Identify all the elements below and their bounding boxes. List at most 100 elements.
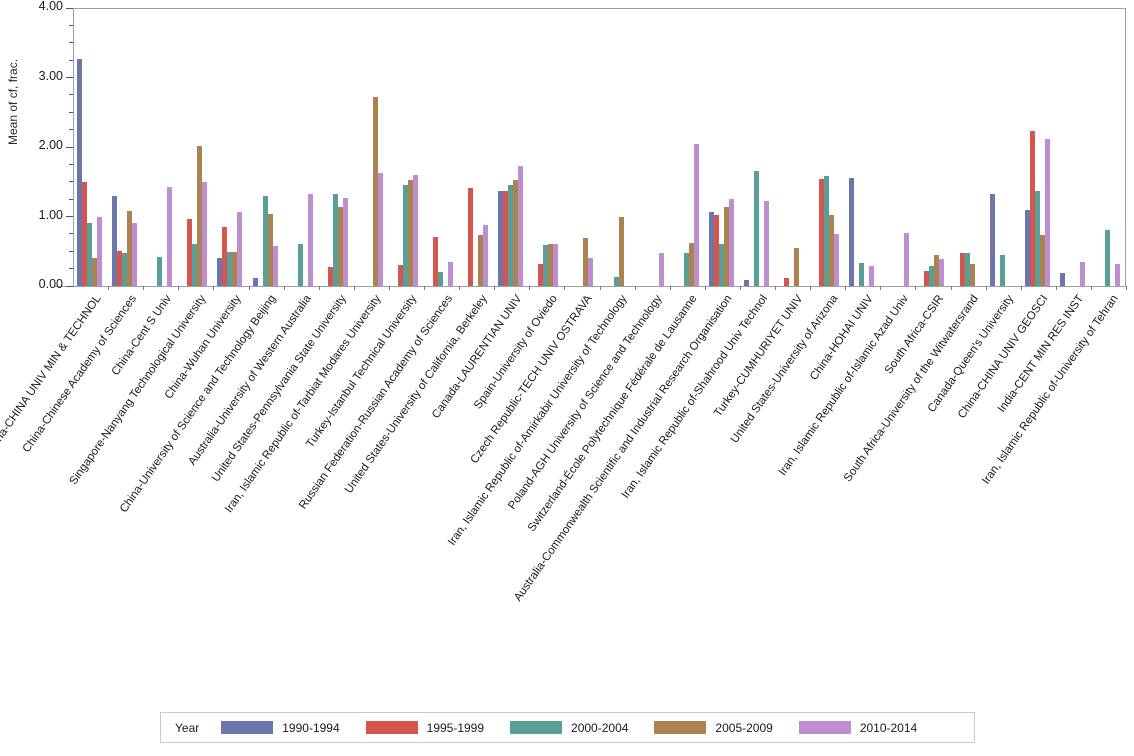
legend-item[interactable]: 2005-2009 <box>654 721 773 735</box>
y-tick-label: 1.00 <box>38 207 63 222</box>
legend-item[interactable]: 1995-1999 <box>365 720 485 735</box>
bar <box>498 190 504 286</box>
x-tick-mark <box>1020 286 1022 290</box>
legend-swatch <box>510 721 563 734</box>
bar <box>227 251 233 286</box>
legend-label: 1995-1999 <box>426 720 485 735</box>
bar <box>1059 272 1065 286</box>
bar <box>708 212 714 286</box>
legend-label: 2000-2004 <box>571 720 629 735</box>
bar <box>924 270 930 286</box>
legend-label: 2010-2014 <box>859 720 918 735</box>
x-axis-label: Australia-Commonwealth Scientific and In… <box>512 293 735 604</box>
bar <box>969 263 975 286</box>
legend-swatch <box>798 721 851 734</box>
bar-group <box>884 8 910 286</box>
bar-group <box>779 8 804 286</box>
x-tick-mark <box>318 286 320 290</box>
bar <box>483 224 489 286</box>
x-axis-label: China-CHINA UNIV GEOSCI <box>956 293 1051 421</box>
bar <box>412 174 418 286</box>
bar <box>433 236 439 286</box>
x-tick-mark <box>143 286 145 290</box>
bar-group <box>639 8 664 286</box>
bar-group <box>1024 8 1050 286</box>
x-tick-mark <box>634 286 636 290</box>
tick-mark <box>69 233 73 235</box>
tick-mark <box>66 146 73 148</box>
bar <box>904 232 910 286</box>
bar <box>964 253 970 286</box>
bar <box>688 242 694 286</box>
x-tick-mark <box>1055 286 1057 290</box>
bar-group <box>288 8 313 286</box>
bar <box>132 223 138 286</box>
x-tick-mark <box>108 286 110 290</box>
bar <box>232 251 238 286</box>
bar <box>117 251 123 286</box>
bar <box>869 265 875 286</box>
x-tick-mark <box>388 286 390 290</box>
bar <box>272 246 278 286</box>
tick-mark <box>69 111 73 113</box>
bar <box>402 184 408 286</box>
bar <box>794 248 800 286</box>
legend-swatch <box>654 721 707 734</box>
x-tick-mark <box>178 286 180 290</box>
bar <box>728 199 734 286</box>
bar <box>217 258 223 286</box>
bar <box>824 176 830 286</box>
legend-item[interactable]: 1990-1994 <box>221 721 340 735</box>
x-tick-mark <box>845 286 847 290</box>
bar <box>92 257 98 286</box>
tick-mark <box>69 42 73 44</box>
x-axis-label: China-Chinese Academy of Sciences <box>20 293 139 455</box>
y-axis-title: Mean of cf, frac. <box>6 58 20 145</box>
tick-mark <box>69 59 73 61</box>
bar <box>252 278 258 286</box>
bar-group <box>814 8 840 286</box>
bar <box>618 216 624 286</box>
bar <box>77 58 83 286</box>
legend-item[interactable]: 2000-2004 <box>510 721 628 735</box>
bar-group <box>919 8 945 286</box>
bar <box>1024 209 1030 286</box>
x-axis-label: Iran, Islamic Republic of-Islamic Azad U… <box>776 293 911 478</box>
bar <box>1039 234 1045 286</box>
y-tick-label: 3.00 <box>38 68 63 83</box>
bar <box>167 186 173 286</box>
x-tick-mark <box>283 286 285 290</box>
bar <box>1114 263 1120 286</box>
bar <box>82 181 88 286</box>
legend-item[interactable]: 2010-2014 <box>798 720 918 735</box>
bar-group <box>955 8 980 286</box>
bar <box>513 180 519 286</box>
legend-title: Year <box>175 720 200 735</box>
bar-group <box>1095 8 1120 286</box>
bar-group <box>1059 8 1085 286</box>
bar <box>518 166 524 286</box>
x-axis-label: China-Cent S Univ <box>109 293 174 378</box>
x-axis-line <box>55 286 1126 287</box>
bar <box>267 214 273 286</box>
bar <box>829 215 835 286</box>
bar <box>939 258 945 286</box>
bar <box>693 143 699 286</box>
tick-mark <box>66 285 73 287</box>
x-tick-mark <box>950 286 952 290</box>
plot-area <box>73 8 1126 286</box>
bar <box>438 272 444 286</box>
x-tick-mark <box>915 286 917 290</box>
x-axis-label: Iran, Islamic Republic of-Tarbiat Modare… <box>223 293 384 516</box>
bar <box>859 263 865 286</box>
bar <box>503 191 509 286</box>
bar <box>583 238 589 286</box>
bar <box>307 193 313 286</box>
bar <box>784 278 790 286</box>
bar <box>763 201 769 286</box>
x-tick-mark <box>213 286 215 290</box>
bar <box>297 243 303 286</box>
bar <box>613 276 619 286</box>
x-axis-label: Iran, Islamic Republic of-Amirkabir Univ… <box>446 293 630 548</box>
bar <box>723 206 729 286</box>
